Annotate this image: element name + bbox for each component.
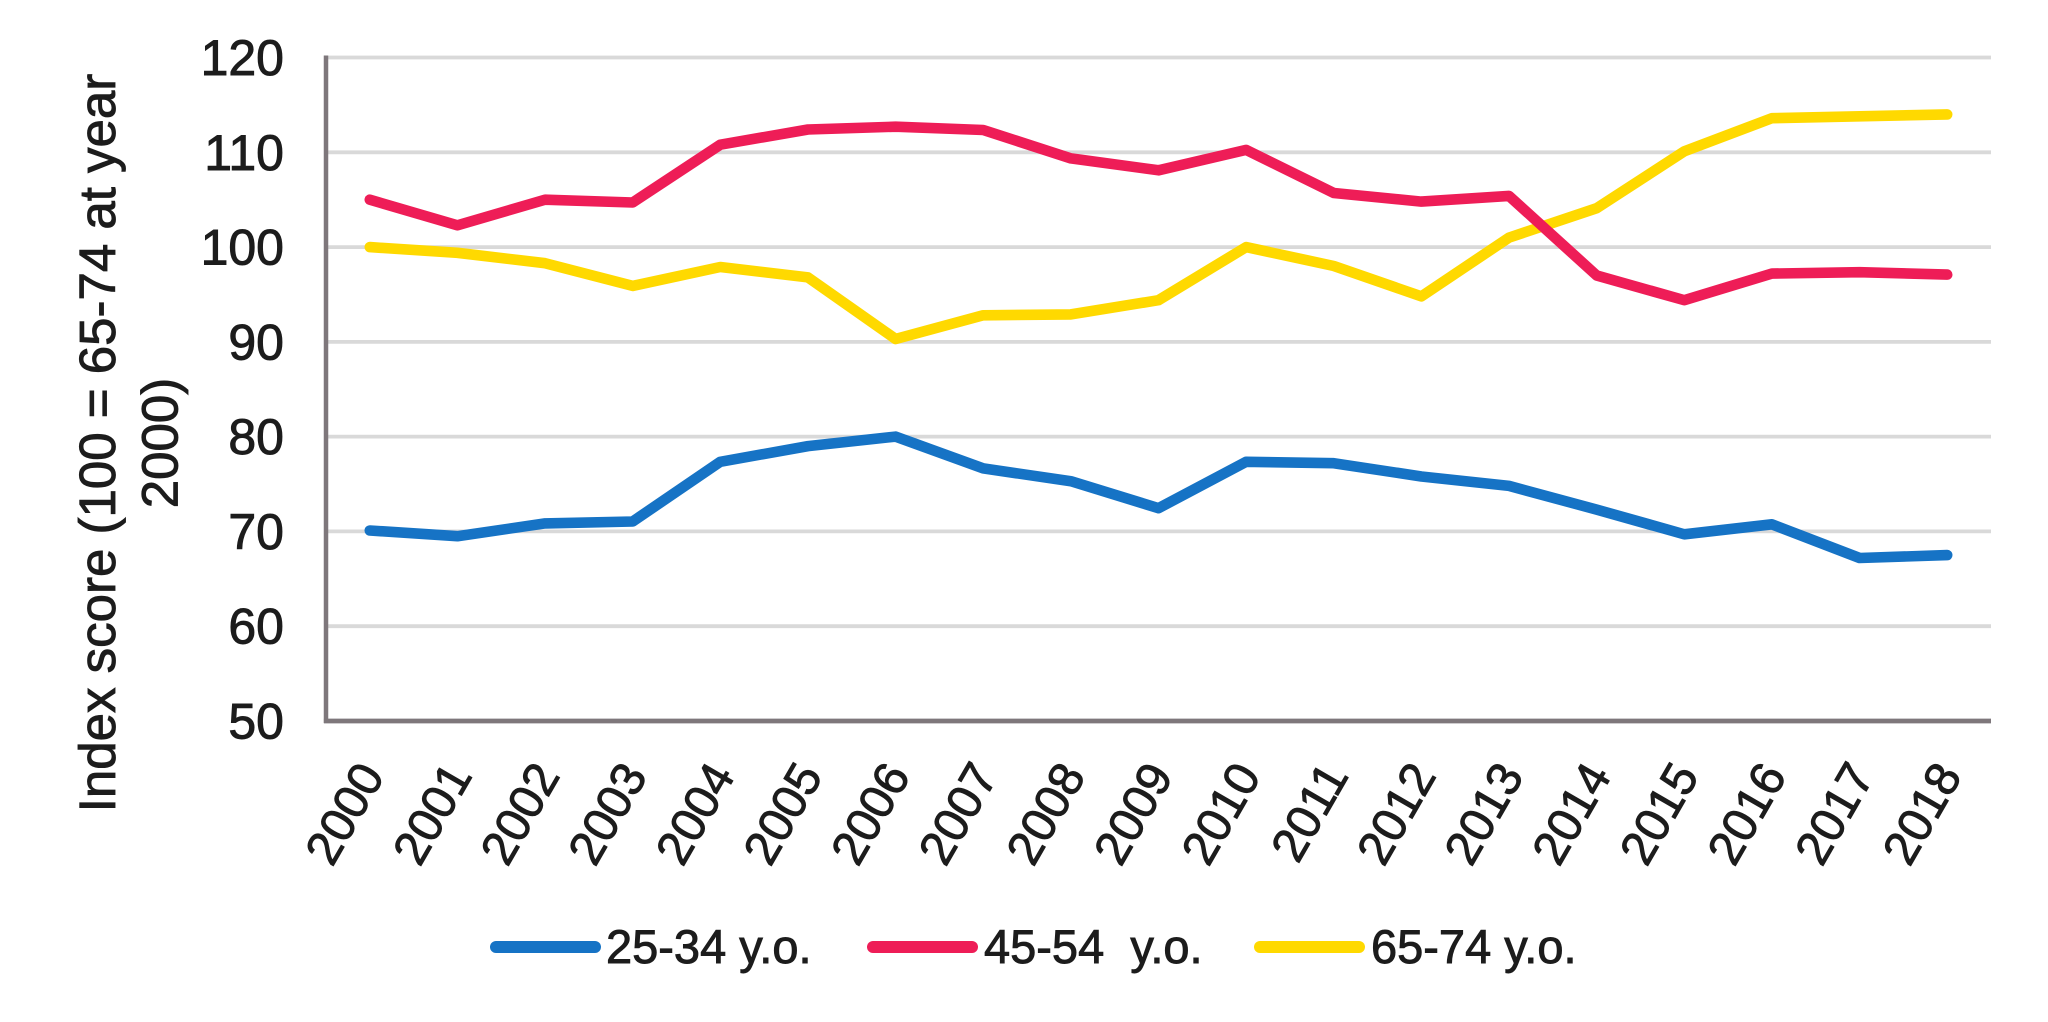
svg-text:100: 100: [201, 220, 284, 276]
svg-text:Index score (100 = 65-74 at ye: Index score (100 = 65-74 at year: [69, 74, 126, 813]
svg-text:120: 120: [201, 30, 284, 86]
svg-text:80: 80: [228, 409, 284, 465]
svg-text:90: 90: [228, 314, 284, 370]
svg-text:65-74 y.o.: 65-74 y.o.: [1371, 920, 1577, 973]
svg-text:2000): 2000): [131, 378, 188, 508]
svg-text:45-54 y.o.: 45-54 y.o.: [984, 920, 1203, 973]
svg-text:50: 50: [228, 694, 284, 750]
svg-text:110: 110: [204, 125, 284, 181]
svg-text:25-34 y.o.: 25-34 y.o.: [606, 920, 812, 973]
svg-text:60: 60: [228, 599, 284, 655]
svg-text:70: 70: [228, 504, 284, 560]
